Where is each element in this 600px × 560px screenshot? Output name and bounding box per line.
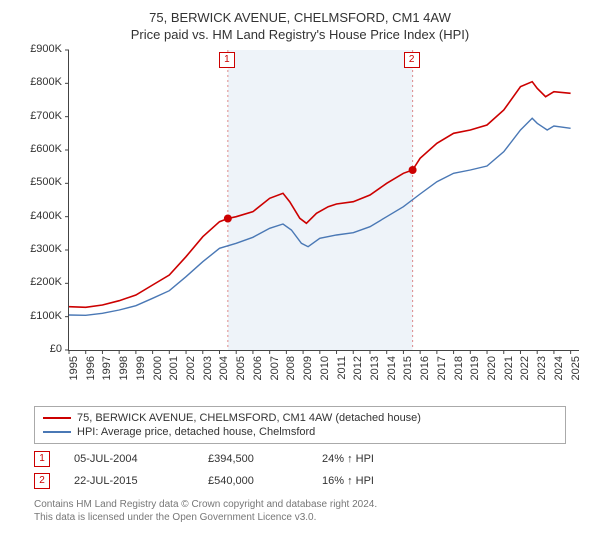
y-tick-label: £0 bbox=[2, 343, 62, 355]
x-tick-label: 1995 bbox=[68, 356, 80, 386]
sale-diff: 24% ↑ HPI bbox=[322, 453, 412, 465]
x-tick-label: 2015 bbox=[402, 356, 414, 386]
y-tick-label: £600K bbox=[2, 143, 62, 155]
x-tick-label: 1998 bbox=[118, 356, 130, 386]
sales-table: 1 05-JUL-2004 £394,500 24% ↑ HPI 2 22-JUL-201… bbox=[34, 448, 566, 492]
attribution-footer: Contains HM Land Registry data © Crown c… bbox=[34, 498, 566, 524]
shade-band bbox=[228, 50, 413, 350]
legend-item: 75, BERWICK AVENUE, CHELMSFORD, CM1 4AW … bbox=[43, 411, 557, 425]
y-tick-label: £900K bbox=[2, 43, 62, 55]
chart-subtitle: Price paid vs. HM Land Registry's House … bbox=[10, 27, 590, 42]
x-tick-label: 2025 bbox=[570, 356, 582, 386]
y-tick-label: £200K bbox=[2, 276, 62, 288]
chart-area: 12£0£100K£200K£300K£400K£500K£600K£700K£… bbox=[20, 50, 580, 400]
legend-swatch bbox=[43, 417, 71, 419]
x-tick-label: 2013 bbox=[369, 356, 381, 386]
x-tick-label: 2009 bbox=[302, 356, 314, 386]
x-tick-label: 2007 bbox=[269, 356, 281, 386]
x-tick-label: 2010 bbox=[319, 356, 331, 386]
sale-date: 05-JUL-2004 bbox=[74, 453, 184, 465]
sale-row: 1 05-JUL-2004 £394,500 24% ↑ HPI bbox=[34, 448, 566, 470]
y-tick-label: £100K bbox=[2, 310, 62, 322]
sale-price: £394,500 bbox=[208, 453, 298, 465]
sale-row: 2 22-JUL-2015 £540,000 16% ↑ HPI bbox=[34, 470, 566, 492]
y-tick-label: £800K bbox=[2, 76, 62, 88]
footer-line: Contains HM Land Registry data © Crown c… bbox=[34, 498, 566, 511]
x-tick-label: 2000 bbox=[152, 356, 164, 386]
x-tick-label: 2023 bbox=[536, 356, 548, 386]
x-tick-label: 2022 bbox=[519, 356, 531, 386]
sale-marker-top: 1 bbox=[219, 52, 235, 68]
y-tick-label: £500K bbox=[2, 176, 62, 188]
x-tick-label: 2008 bbox=[285, 356, 297, 386]
sale-point bbox=[224, 215, 232, 223]
x-tick-label: 1999 bbox=[135, 356, 147, 386]
sale-price: £540,000 bbox=[208, 475, 298, 487]
sale-diff: 16% ↑ HPI bbox=[322, 475, 412, 487]
chart-title: 75, BERWICK AVENUE, CHELMSFORD, CM1 4AW bbox=[10, 10, 590, 25]
legend-label: HPI: Average price, detached house, Chel… bbox=[77, 426, 315, 438]
footer-line: This data is licensed under the Open Gov… bbox=[34, 511, 566, 524]
x-tick-label: 2021 bbox=[503, 356, 515, 386]
plot-svg bbox=[69, 50, 579, 350]
plot-region bbox=[68, 50, 579, 351]
x-tick-label: 2016 bbox=[419, 356, 431, 386]
legend-item: HPI: Average price, detached house, Chel… bbox=[43, 425, 557, 439]
x-tick-label: 2004 bbox=[218, 356, 230, 386]
x-tick-label: 2018 bbox=[453, 356, 465, 386]
x-tick-label: 2011 bbox=[336, 356, 348, 386]
x-tick-label: 2005 bbox=[235, 356, 247, 386]
sale-marker-inline: 2 bbox=[34, 473, 50, 489]
x-tick-label: 2024 bbox=[553, 356, 565, 386]
sale-marker-top: 2 bbox=[404, 52, 420, 68]
y-tick-label: £400K bbox=[2, 210, 62, 222]
x-tick-label: 1996 bbox=[85, 356, 97, 386]
legend-label: 75, BERWICK AVENUE, CHELMSFORD, CM1 4AW … bbox=[77, 412, 421, 424]
y-tick-label: £300K bbox=[2, 243, 62, 255]
x-tick-label: 2020 bbox=[486, 356, 498, 386]
x-tick-label: 2012 bbox=[352, 356, 364, 386]
x-tick-label: 2014 bbox=[386, 356, 398, 386]
x-tick-label: 2017 bbox=[436, 356, 448, 386]
sale-date: 22-JUL-2015 bbox=[74, 475, 184, 487]
sale-marker-inline: 1 bbox=[34, 451, 50, 467]
x-tick-label: 2003 bbox=[202, 356, 214, 386]
x-tick-label: 2001 bbox=[168, 356, 180, 386]
legend-box: 75, BERWICK AVENUE, CHELMSFORD, CM1 4AW … bbox=[34, 406, 566, 444]
x-tick-label: 2006 bbox=[252, 356, 264, 386]
x-tick-label: 1997 bbox=[101, 356, 113, 386]
legend-swatch bbox=[43, 431, 71, 433]
y-tick-label: £700K bbox=[2, 110, 62, 122]
sale-point bbox=[409, 166, 417, 174]
x-tick-label: 2019 bbox=[469, 356, 481, 386]
x-tick-label: 2002 bbox=[185, 356, 197, 386]
